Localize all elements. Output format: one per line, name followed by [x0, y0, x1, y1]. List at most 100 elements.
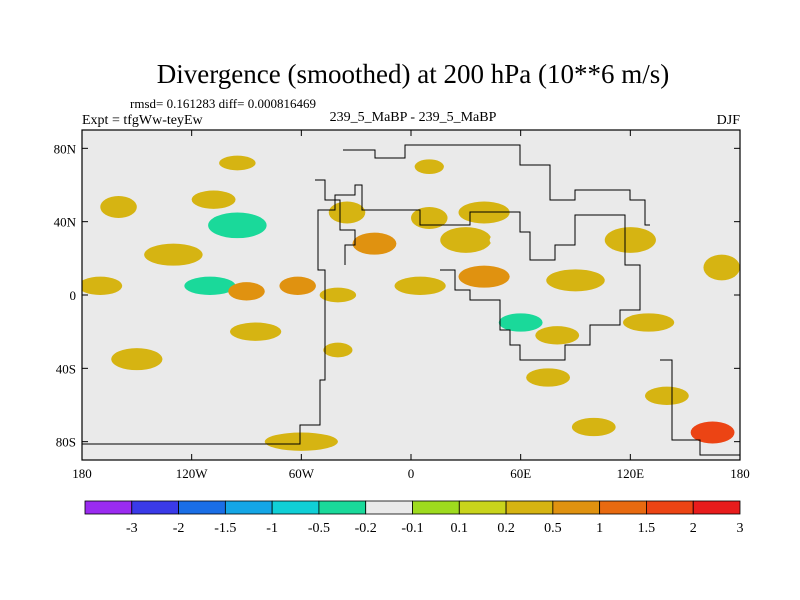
colorbar-label: 0.2: [497, 521, 515, 536]
field-contour-blob: [264, 432, 338, 451]
field-contour-blob: [228, 282, 265, 301]
field-contour-blob: [644, 386, 689, 406]
field-contour-blob: [429, 355, 466, 374]
colorbar-label: -1.5: [214, 521, 236, 536]
field-contour-blob: [498, 313, 543, 332]
colorbar-swatch: [505, 500, 554, 515]
divergence-field: [82, 155, 740, 451]
field-contour-blob: [100, 196, 137, 218]
colorbar-label: -0.2: [355, 521, 377, 536]
field-contour-blob: [251, 252, 296, 272]
map-outlines: [82, 144, 740, 456]
colorbar-swatch: [84, 500, 133, 515]
colorbar-label: 0.5: [544, 521, 562, 536]
colorbar-swatch: [412, 500, 460, 515]
field-contour-blob: [623, 313, 675, 332]
field-contour-blob: [672, 210, 717, 233]
x-tick-label: 0: [408, 466, 415, 481]
field-contour-blob: [703, 254, 740, 281]
colorbar-label: 0.1: [451, 521, 469, 536]
right-subtitle: DJF: [717, 113, 741, 128]
field-contour-blob: [118, 406, 156, 422]
field-contour-blob: [458, 265, 510, 288]
x-tick-label: 120W: [176, 466, 209, 481]
colorbar-label: 2: [690, 521, 697, 536]
left-subtitle: Expt = tfgWw-teyEw: [82, 113, 204, 128]
field-contour-blob: [144, 243, 203, 266]
field-contour-blob: [489, 230, 534, 250]
plot-area: [82, 130, 740, 460]
x-tick-label: 180: [730, 466, 750, 481]
colorbar-swatch: [552, 500, 601, 515]
field-contour-blob: [279, 276, 316, 296]
field-contour-blob: [304, 245, 371, 272]
colorbar-swatch: [131, 500, 179, 515]
field-contour-blob: [690, 421, 735, 444]
chart-title: Divergence (smoothed) at 200 hPa (10**6 …: [157, 59, 669, 89]
field-contour-blob: [208, 212, 267, 239]
y-tick-label: 40N: [54, 215, 77, 230]
field-contour-blob: [328, 201, 366, 224]
field-contour-blob: [414, 159, 444, 175]
colorbar-swatch: [271, 500, 320, 515]
colorbar-swatch: [458, 500, 507, 515]
field-contour-blob: [562, 212, 607, 231]
field-contour-blob: [100, 229, 137, 251]
colorbar-label: -1: [266, 521, 278, 536]
colorbar-swatch: [365, 500, 413, 515]
colorbar-label: -2: [173, 521, 185, 536]
y-tick-label: 80N: [54, 141, 77, 156]
field-contour-blob: [546, 269, 605, 292]
field-contour-blob: [246, 359, 284, 378]
colorbar-label: 3: [737, 521, 744, 536]
field-contour-blob: [352, 232, 397, 255]
map-outline-path: [82, 184, 641, 445]
field-contour-blob: [535, 326, 580, 345]
center-subtitle: 239_5_MaBP - 239_5_MaBP: [330, 110, 497, 125]
field-contour-blob: [111, 348, 163, 371]
field-contour-blob: [82, 276, 123, 295]
field-contour-blob: [166, 313, 218, 332]
colorbar-label: 1: [596, 521, 603, 536]
stats-text: rmsd= 0.161283 diff= 0.000816469: [130, 96, 316, 111]
x-tick-label: 60E: [510, 466, 531, 481]
x-tick-label: 120E: [617, 466, 645, 481]
field-contour-blob: [138, 197, 190, 228]
field-contour-blob: [230, 322, 282, 341]
y-tick-label: 40S: [56, 361, 76, 376]
colorbar-label: -0.5: [308, 521, 330, 536]
x-tick-label: 180: [72, 466, 92, 481]
field-contour-blob: [440, 410, 492, 429]
field-contour-blob: [526, 368, 571, 387]
field-contour-blob: [604, 227, 656, 253]
field-contour-blob: [184, 276, 236, 296]
y-tick-label: 80S: [56, 435, 76, 450]
field-contour-blob: [118, 163, 156, 178]
colorbar-label: -3: [126, 521, 138, 536]
map-outline-path: [660, 359, 740, 456]
field-contour-blob: [348, 313, 401, 332]
colorbar-swatch: [646, 500, 694, 515]
field-contour-blob: [571, 417, 616, 437]
axes: 180 120W 60W 0 60E 120E 180 80N 40N 0 40S 80S: [54, 129, 750, 481]
colorbar: -3 -2 -1.5 -1 -0.5 -0.2 -0.1 0.1 0.2 0.5 1 1.5 2 3: [84, 500, 744, 536]
field-contour-blob: [191, 190, 236, 209]
colorbar-swatch: [178, 500, 226, 515]
field-contour-blob: [323, 342, 353, 358]
colorbar-swatch: [224, 500, 273, 515]
colorbar-label: 1.5: [638, 521, 656, 536]
y-tick-label: 0: [70, 288, 77, 303]
field-contour-blob: [694, 322, 731, 341]
x-tick-label: 60W: [289, 466, 315, 481]
colorbar-label: -0.1: [401, 521, 423, 536]
field-contour-blob: [394, 276, 446, 296]
field-contour-blob: [440, 227, 492, 253]
map-outline-path: [315, 179, 356, 265]
colorbar-swatch: [599, 500, 647, 515]
field-contour-blob: [688, 168, 719, 184]
colorbar-swatch: [318, 500, 367, 515]
field-contour-blob: [319, 287, 357, 303]
plot-background: [82, 130, 740, 460]
map-outline-path: [343, 144, 650, 226]
